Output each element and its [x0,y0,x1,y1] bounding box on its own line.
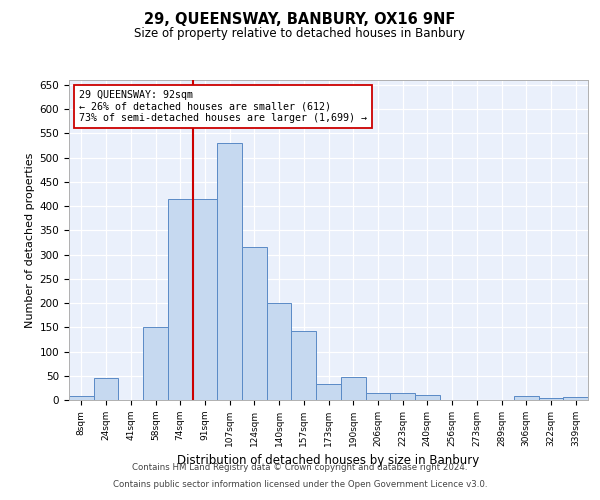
Text: 29 QUEENSWAY: 92sqm
← 26% of detached houses are smaller (612)
73% of semi-detac: 29 QUEENSWAY: 92sqm ← 26% of detached ho… [79,90,367,123]
Bar [168,199,193,400]
Bar [217,143,242,400]
Bar [267,303,292,400]
Y-axis label: Number of detached properties: Number of detached properties [25,152,35,328]
Bar [94,378,118,400]
Bar [242,248,267,400]
Bar [193,199,217,400]
Bar [390,393,415,400]
Bar [341,377,365,400]
Text: Size of property relative to detached houses in Banbury: Size of property relative to detached ho… [134,28,466,40]
Text: Contains HM Land Registry data © Crown copyright and database right 2024.: Contains HM Land Registry data © Crown c… [132,464,468,472]
Bar [316,384,341,400]
Text: Contains public sector information licensed under the Open Government Licence v3: Contains public sector information licen… [113,480,487,489]
Bar [69,396,94,400]
X-axis label: Distribution of detached houses by size in Banbury: Distribution of detached houses by size … [178,454,479,468]
Bar [365,393,390,400]
Bar [539,398,563,400]
Bar [563,396,588,400]
Bar [415,395,440,400]
Text: 29, QUEENSWAY, BANBURY, OX16 9NF: 29, QUEENSWAY, BANBURY, OX16 9NF [145,12,455,28]
Bar [143,328,168,400]
Bar [514,396,539,400]
Bar [292,331,316,400]
